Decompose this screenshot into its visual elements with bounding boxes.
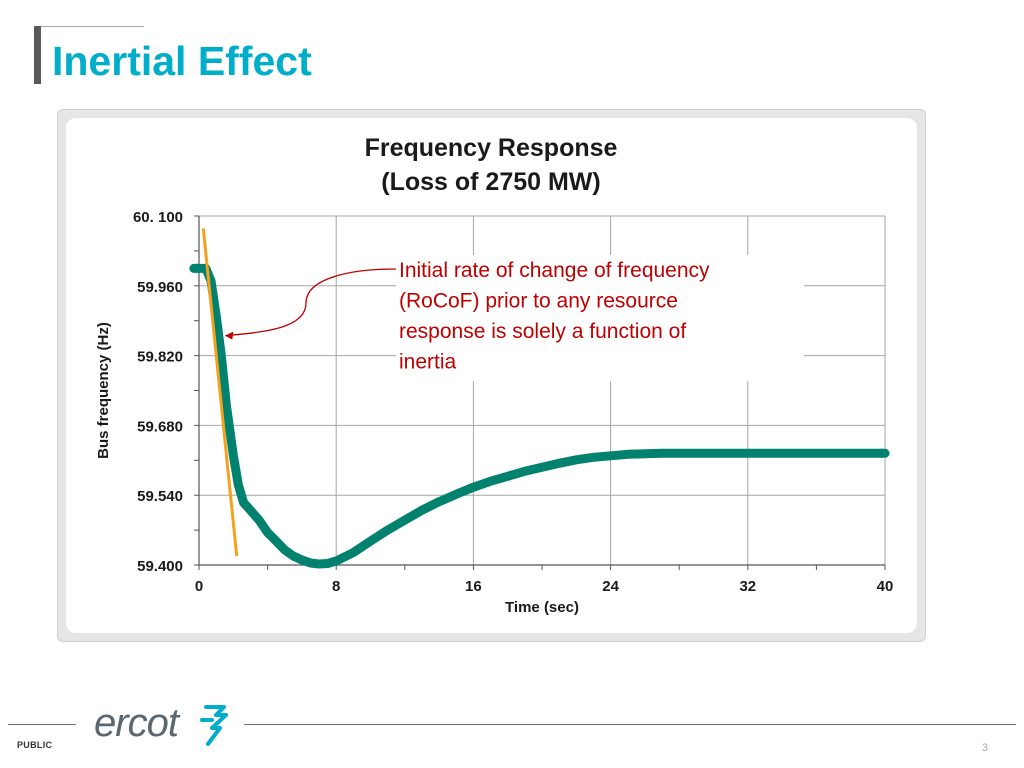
frequency-response-chart: Frequency Response (Loss of 2750 MW) 0 8 16 2… [95,134,894,616]
series-end-marker [881,448,890,459]
rocof-trend-line [201,228,239,557]
page-number: 3 [981,742,988,754]
x-axis-label: Time (sec) [505,599,579,616]
title-accent-bar [34,26,41,84]
annotation-text-line: response is solely a function of [399,320,686,343]
annotation-text-line: Initial rate of change of frequency [399,259,710,282]
x-tick-label: 32 [739,578,756,595]
annotation-arrowhead [225,331,234,340]
y-tick-label: 59.960 [137,279,183,296]
y-tick-label: 59.540 [137,488,183,505]
y-tick-label: 59.680 [137,418,183,435]
classification-label: PUBLIC [17,740,53,750]
annotation-text-line: (RoCoF) prior to any resource [399,290,678,313]
chart-title-line-1: Frequency Response [365,134,618,162]
x-tick-label: 16 [465,578,482,595]
slide-title: Inertial Effect [52,38,312,84]
lightning-bolt-icon [200,705,228,746]
title-rule [38,26,144,27]
y-tick-label: 59.400 [137,558,183,575]
chart-title-line-2: (Loss of 2750 MW) [381,168,600,196]
footer-divider-right [244,724,1016,725]
y-tick-label: 59.820 [137,349,183,366]
series-start-marker [188,263,198,274]
annotation-background [396,255,804,381]
x-tick-label: 40 [877,578,894,595]
ercot-logo: ercot [94,701,228,746]
y-axis-label: Bus frequency (Hz) [95,322,112,459]
ercot-logo-text: ercot [94,701,181,745]
chart-area: Frequency Response (Loss of 2750 MW) 0 8 16 2… [66,118,917,633]
frequency-series-line [189,263,890,569]
annotation-arrow [225,268,397,337]
footer-divider-left [8,724,76,725]
x-tick-label: 0 [195,578,203,595]
x-tick-label: 24 [602,578,619,595]
annotation-text-line: inertia [399,351,457,374]
chart-frame: Frequency Response (Loss of 2750 MW) 0 8 16 2… [57,109,926,642]
y-tick-label: 60. 100 [133,209,183,226]
x-tick-label: 8 [332,578,340,595]
